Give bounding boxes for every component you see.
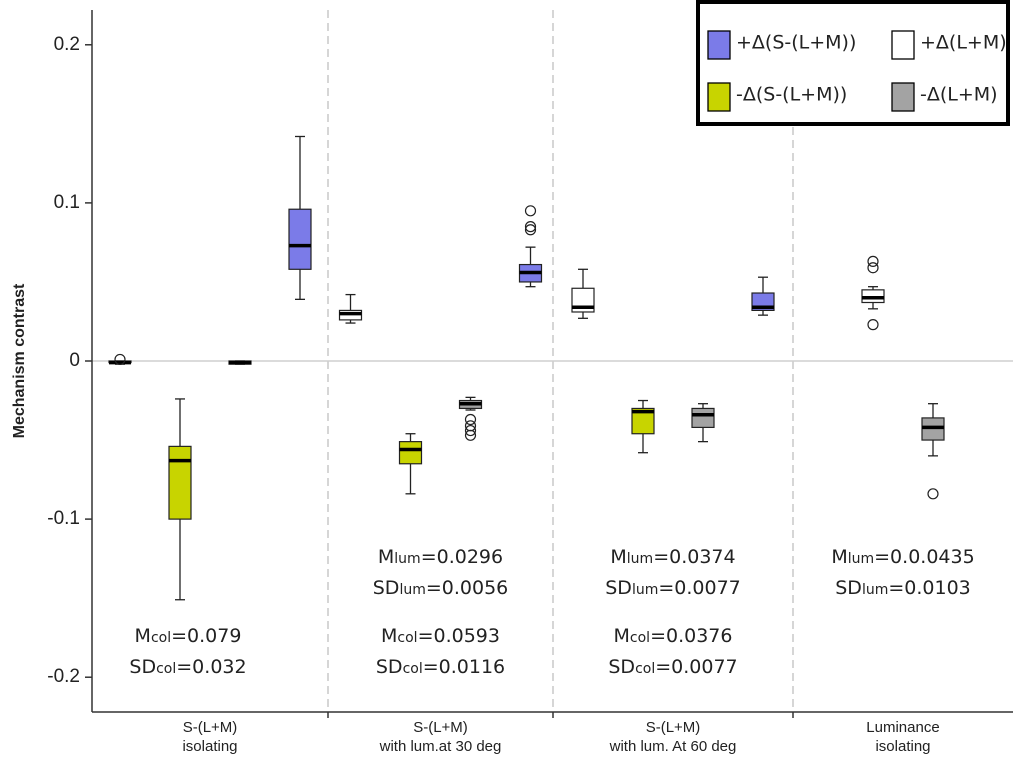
annotation-part: M	[381, 625, 397, 647]
annotation: Mlum=0.0.0435	[831, 546, 974, 568]
y-tick-label: 0.1	[54, 192, 80, 213]
legend-label: -Δ(S-(L+M))	[736, 84, 847, 106]
annotation-subscript: lum	[627, 551, 653, 567]
annotation-part: =0.0077	[658, 577, 740, 599]
x-tick-label: S-(L+M)	[646, 719, 701, 736]
annotation-part: =0.0376	[650, 625, 732, 647]
annotation: Mlum=0.0374	[610, 546, 735, 568]
annotation-part: =0.032	[176, 656, 246, 678]
y-axis-label: Mechanism contrast	[11, 283, 28, 438]
annotation-part: =0.0116	[423, 656, 505, 678]
box	[691, 407, 715, 429]
annotation-part: M	[378, 546, 394, 568]
annotation: Mcol=0.0593	[381, 625, 500, 647]
outlier	[867, 255, 879, 267]
outlier	[524, 205, 537, 217]
legend-frame	[696, 0, 1010, 126]
outlier	[524, 221, 537, 233]
legend-swatch	[707, 30, 731, 60]
annotation-subscript: col	[630, 630, 650, 646]
annotation: SDcol=0.0116	[376, 656, 505, 678]
annotation-part: =0.0077	[655, 656, 737, 678]
annotation: SDcol=0.032	[129, 656, 246, 678]
y-tick-label: -0.2	[47, 666, 80, 687]
annotation-part: SD	[376, 656, 403, 678]
annotation: SDcol=0.0077	[608, 656, 737, 678]
annotation-part: =0.0.0435	[874, 546, 975, 568]
annotation-part: SD	[608, 656, 635, 678]
annotation-part: M	[831, 546, 847, 568]
annotation: Mcol=0.0376	[614, 625, 733, 647]
outlier	[524, 224, 537, 236]
y-tick-label: 0	[69, 350, 80, 371]
x-tick-label: isolating	[182, 738, 237, 755]
legend-label: -Δ(L+M)	[920, 84, 998, 106]
annotation-part: =0.0103	[888, 577, 970, 599]
annotation: Mlum=0.0296	[378, 546, 503, 568]
annotation-subscript: lum	[848, 551, 874, 567]
outlier	[464, 424, 477, 437]
annotation-part: =0.079	[171, 625, 241, 647]
y-tick-label: -0.1	[47, 508, 80, 529]
outlier	[867, 319, 879, 331]
annotation-subscript: col	[151, 630, 171, 646]
legend-label: +Δ(S-(L+M))	[736, 32, 856, 54]
x-tick-label: with lum.at 30 deg	[379, 738, 502, 755]
outlier	[464, 413, 477, 426]
outlier	[927, 488, 939, 500]
outlier	[114, 353, 126, 366]
annotation-part: M	[614, 625, 630, 647]
annotation-subscript: col	[397, 630, 417, 646]
outlier	[464, 429, 477, 441]
box	[398, 441, 423, 465]
box	[631, 407, 655, 435]
annotation-part: SD	[129, 656, 156, 678]
y-tick-label: 0.2	[54, 34, 80, 55]
annotation-part: M	[135, 625, 151, 647]
legend-label: +Δ(L+M)	[920, 32, 1007, 54]
box	[288, 208, 312, 270]
x-tick-label: isolating	[875, 738, 930, 755]
annotation: SDlum=0.0056	[373, 577, 509, 599]
annotation-part: SD	[835, 577, 862, 599]
annotation-subscript: col	[156, 661, 176, 677]
legend-swatch	[891, 82, 915, 112]
outlier	[867, 262, 879, 274]
x-tick-label: S-(L+M)	[183, 719, 238, 736]
annotation: Mcol=0.079	[135, 625, 242, 647]
annotation: SDlum=0.0103	[835, 577, 971, 599]
annotation: SDlum=0.0077	[605, 577, 741, 599]
annotation-subscript: col	[635, 661, 655, 677]
annotation-part: SD	[373, 577, 400, 599]
x-tick-label: Luminance	[866, 719, 939, 736]
annotation-part: =0.0374	[653, 546, 735, 568]
annotation-subscript: col	[403, 661, 423, 677]
annotation-subscript: lum	[862, 582, 888, 598]
annotation-subscript: lum	[394, 551, 420, 567]
annotation-part: SD	[605, 577, 632, 599]
annotation-part: M	[610, 546, 626, 568]
box	[168, 445, 192, 520]
legend: +Δ(S-(L+M)) +Δ(L+M) -Δ(S-(L+M)) -Δ(L+M)	[696, 0, 1010, 126]
annotation-part: =0.0056	[426, 577, 508, 599]
legend-swatch	[707, 82, 731, 112]
annotation-subscript: lum	[632, 582, 658, 598]
x-tick-label: with lum. At 60 deg	[609, 738, 737, 755]
annotation-part: =0.0296	[421, 546, 503, 568]
x-tick-label: S-(L+M)	[413, 719, 468, 736]
annotation-part: =0.0593	[418, 625, 500, 647]
legend-swatch	[891, 30, 915, 60]
annotation-subscript: lum	[399, 582, 425, 598]
